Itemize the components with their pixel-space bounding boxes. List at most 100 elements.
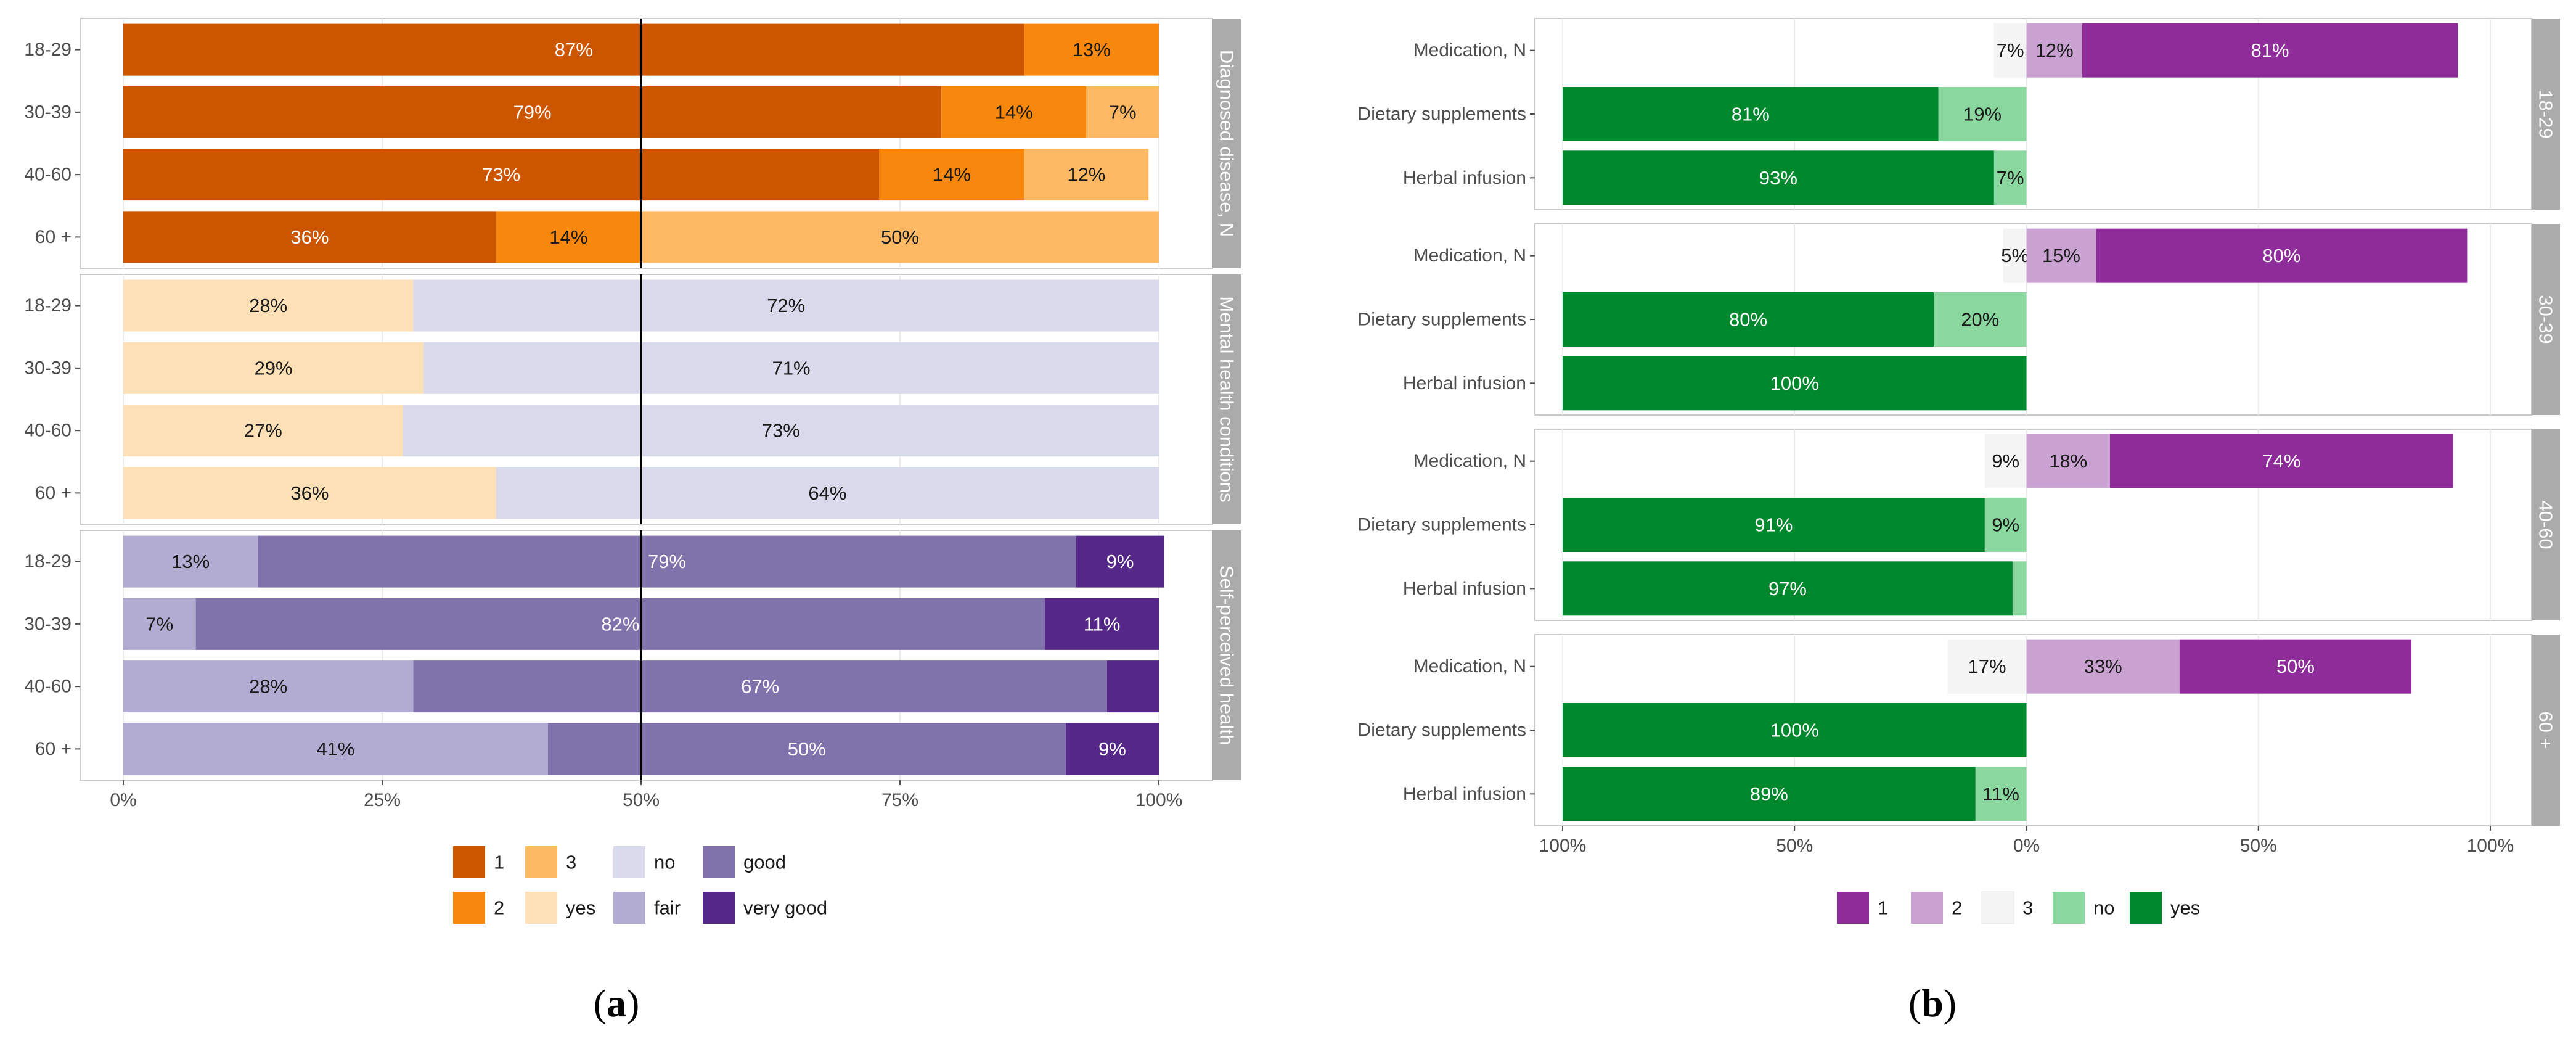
y-tick-label: 60 + xyxy=(35,227,72,247)
bar-segment-yes xyxy=(123,405,403,457)
legend-swatch xyxy=(703,892,735,924)
data-label: 79% xyxy=(513,101,552,123)
data-label: 80% xyxy=(1729,309,1767,331)
bar-segment-3 xyxy=(1947,639,2027,694)
bar-segment-1 xyxy=(2096,228,2468,283)
legend-label: yes xyxy=(566,897,595,919)
y-tick-label: Dietary supplements xyxy=(1358,720,1526,741)
data-label: 80% xyxy=(2262,245,2300,266)
data-label: 11% xyxy=(1084,613,1121,635)
bar-segment-no xyxy=(1938,87,2027,141)
bar-segment-1 xyxy=(2109,434,2453,488)
legend-swatch xyxy=(703,846,735,878)
bar-segment-very-good xyxy=(1045,598,1159,650)
legend-swatch xyxy=(1981,891,2014,924)
y-tick-label: 60 + xyxy=(35,483,72,503)
bar-segment-1 xyxy=(123,86,942,138)
x-tick-label: 50% xyxy=(623,790,660,810)
legend-label: 3 xyxy=(2022,897,2033,919)
data-label: 9% xyxy=(1098,738,1126,760)
y-tick-label: 30-39 xyxy=(24,358,72,378)
data-label: 28% xyxy=(249,676,287,697)
data-label: 17% xyxy=(1968,656,2006,677)
y-tick-label: Medication, N xyxy=(1413,40,1526,60)
data-label: 12% xyxy=(1067,164,1105,186)
strip-label: Self-perceived health xyxy=(1216,566,1238,745)
data-label: 14% xyxy=(549,226,587,248)
bar-segment-1 xyxy=(2179,639,2412,694)
bar-segment-no xyxy=(1934,292,2027,347)
x-tick-label: 100% xyxy=(1135,790,1183,810)
data-label: 7% xyxy=(1109,101,1137,123)
chart-a: Diagnosed disease, N 18-29 87% 13% 30-39 79% 1… xyxy=(24,18,1241,924)
data-label: 41% xyxy=(316,738,354,760)
x-tick-label: 0% xyxy=(110,790,136,810)
legend-label: 2 xyxy=(1952,897,1962,919)
data-label: 14% xyxy=(995,101,1033,123)
data-label: 5% xyxy=(2001,245,2029,266)
x-tick-label: 75% xyxy=(881,790,918,810)
bar-segment-3 xyxy=(1984,434,2027,488)
data-label: 36% xyxy=(290,226,329,248)
bar-segment-2 xyxy=(879,149,1024,201)
legend-swatch xyxy=(453,892,485,924)
bar-segment-2 xyxy=(1024,23,1159,76)
data-label: 14% xyxy=(933,164,971,186)
y-tick-label: 30-39 xyxy=(24,102,72,122)
strip-b-1 xyxy=(2532,224,2560,415)
y-tick-label: Herbal infusion xyxy=(1403,168,1526,188)
bar-segment-1 xyxy=(123,211,496,263)
data-label: 64% xyxy=(808,482,846,504)
legend-swatch xyxy=(1837,892,1869,924)
caption-open: ( xyxy=(1908,981,1921,1025)
data-label: 81% xyxy=(1732,104,1770,125)
data-label: 89% xyxy=(1750,783,1788,805)
data-label: 71% xyxy=(772,357,811,379)
caption-letter: b xyxy=(1921,981,1944,1025)
y-tick-label: 40-60 xyxy=(24,677,72,697)
bar-segment-no xyxy=(496,467,1159,519)
y-tick-label: Dietary supplements xyxy=(1358,310,1526,330)
bar-segment-no xyxy=(1993,150,2027,205)
data-label: 9% xyxy=(1106,551,1134,572)
legend-label: 1 xyxy=(494,852,504,873)
bar-segment-good xyxy=(195,598,1045,650)
bar-segment-1 xyxy=(123,149,880,201)
x-tick-label: 0% xyxy=(2013,836,2040,856)
bar-segment-2 xyxy=(2026,639,2180,694)
bar-segment-2 xyxy=(496,211,641,263)
bar-segment-very-good xyxy=(1076,535,1164,588)
data-label: 33% xyxy=(2084,656,2122,677)
y-tick-label: Herbal infusion xyxy=(1403,373,1526,393)
data-label: 7% xyxy=(1997,39,2024,61)
bar-segment-yes xyxy=(123,279,414,332)
bar-segment-no xyxy=(2012,561,2027,616)
strip-label: Diagnosed disease, N xyxy=(1216,50,1238,237)
legend-swatch xyxy=(2053,892,2085,924)
data-label: 19% xyxy=(1963,104,2002,125)
bar-segment-yes xyxy=(1563,150,1994,205)
bar-segment-yes xyxy=(1563,498,1985,552)
bar-segment-yes xyxy=(1563,292,1934,347)
data-label: 9% xyxy=(1992,514,2019,536)
caption: (a) xyxy=(594,981,640,1025)
data-label: 82% xyxy=(601,613,639,635)
data-label: 13% xyxy=(171,551,210,572)
x-tick-label: 50% xyxy=(1776,836,1813,856)
data-label: 81% xyxy=(2251,39,2289,61)
legend-swatch xyxy=(525,892,557,924)
legend-swatch xyxy=(453,846,485,878)
strip-label: 30-39 xyxy=(2535,295,2557,344)
caption: (b) xyxy=(1908,981,1957,1025)
data-label: 12% xyxy=(2035,39,2074,61)
bar-segment-3 xyxy=(2003,228,2027,283)
bar-segment-yes xyxy=(1563,767,1976,821)
strip-b-0 xyxy=(2532,19,2560,210)
bar-segment-yes xyxy=(1563,87,1939,141)
bar-segment-fair xyxy=(123,723,548,775)
strip-b-2 xyxy=(2532,429,2560,620)
legend-swatch xyxy=(1911,892,1943,924)
data-label: 73% xyxy=(762,420,800,442)
bar-segment-fair xyxy=(123,660,414,713)
